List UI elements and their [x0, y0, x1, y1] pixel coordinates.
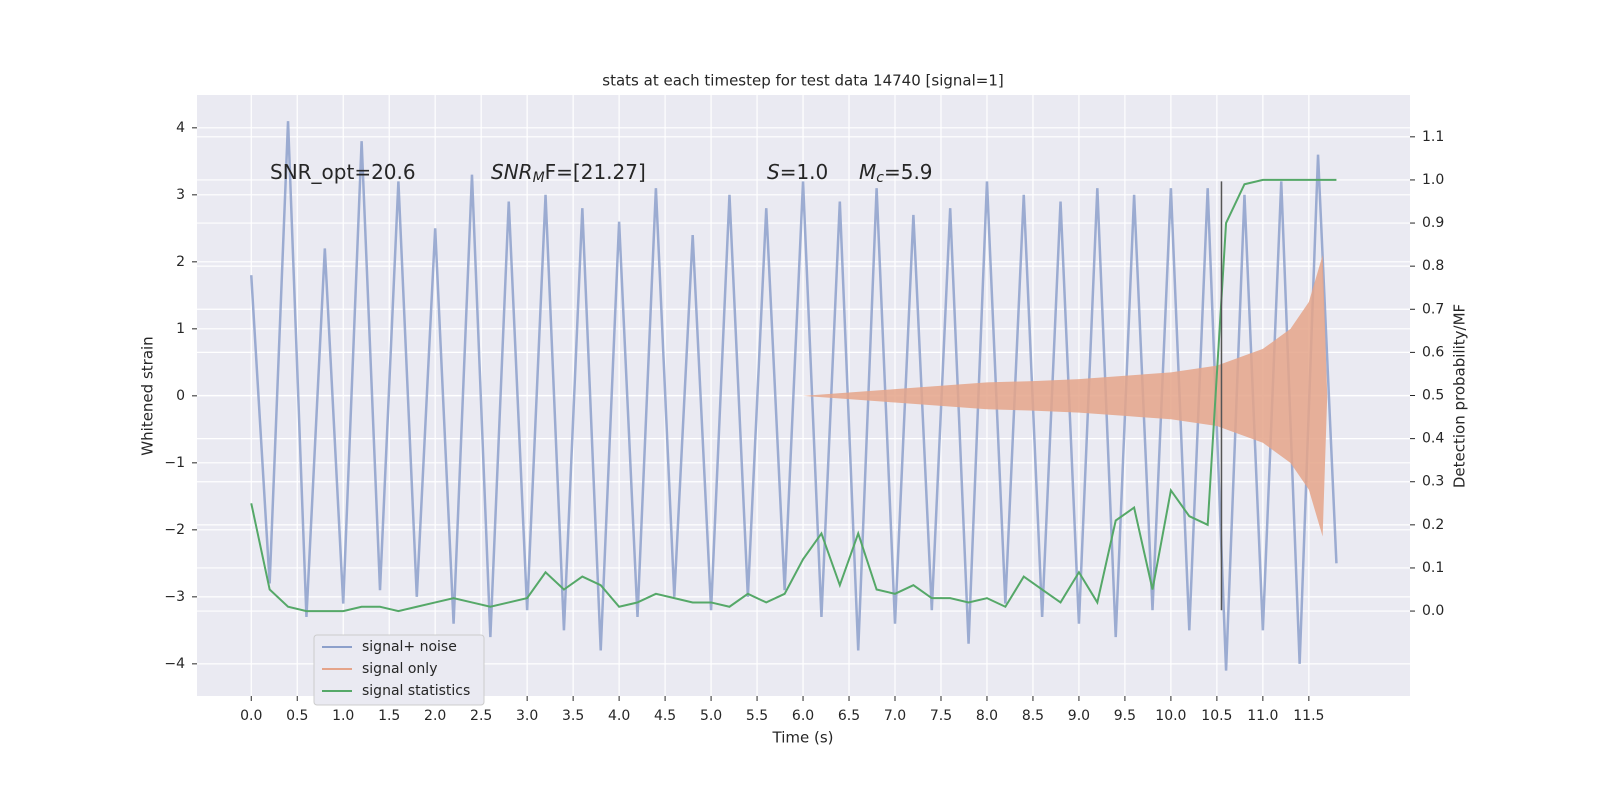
y-tick-label: −1 [164, 455, 185, 471]
y-axis-label: Whitened strain [139, 336, 157, 455]
annotation-text: =5.9 [884, 160, 933, 184]
legend-label: signal statistics [362, 683, 470, 699]
annotation: S=1.0 [767, 160, 828, 184]
annotation-text: SNR_opt=20.6 [270, 160, 416, 184]
y2-tick-label: 0.4 [1422, 431, 1444, 447]
y-tick-label: −2 [164, 522, 185, 538]
x-tick-label: 5.0 [700, 708, 722, 724]
annotation: SNRMF=[21.27] [491, 160, 646, 187]
x-tick-label: 11.0 [1247, 708, 1278, 724]
y2-tick-label: 0.0 [1422, 603, 1444, 619]
chart-title: stats at each timestep for test data 147… [602, 72, 1003, 90]
y2-tick-label: 0.5 [1422, 388, 1444, 404]
y2-tick-label: 1.0 [1422, 172, 1444, 188]
y2-tick-label: 0.2 [1422, 517, 1444, 533]
x-tick-label: 1.0 [332, 708, 354, 724]
x-tick-label: 10.0 [1155, 708, 1186, 724]
x-tick-label: 8.5 [1022, 708, 1044, 724]
x-axis-label: Time (s) [772, 729, 834, 747]
x-tick-label: 7.0 [884, 708, 906, 724]
legend-label: signal only [362, 661, 437, 677]
series-line [250, 121, 1338, 671]
annotation: Mc=5.9 [859, 160, 933, 187]
x-tick-label: 0.5 [286, 708, 308, 724]
y2-tick-label: 0.3 [1422, 474, 1444, 490]
x-tick-label: 2.5 [470, 708, 492, 724]
x-tick-label: 0.0 [240, 708, 262, 724]
annotation: SNR_opt=20.6 [270, 160, 416, 184]
x-tick-label: 10.5 [1201, 708, 1232, 724]
annotation-italic: S [767, 160, 780, 184]
series-area [803, 255, 1328, 537]
legend-box [313, 634, 485, 706]
x-tick-label: 4.0 [608, 708, 630, 724]
annotation-subscript: M [533, 170, 545, 186]
x-tick-label: 6.5 [838, 708, 860, 724]
y2-tick-label: 0.1 [1422, 560, 1444, 576]
y2-tick-label: 1.1 [1422, 129, 1444, 145]
y2-axis-label: Detection probability/MF [1451, 304, 1469, 488]
annotation-text: =1.0 [780, 160, 829, 184]
legend-label: signal+ noise [362, 639, 457, 655]
y-tick-label: 3 [176, 187, 185, 203]
y2-tick-label: 0.8 [1422, 258, 1444, 274]
y-tick-label: 1 [176, 321, 185, 337]
x-tick-label: 11.5 [1293, 708, 1324, 724]
x-tick-label: 5.5 [746, 708, 768, 724]
y-tick-label: −3 [164, 589, 185, 605]
x-tick-label: 8.0 [976, 708, 998, 724]
y2-tick-label: 0.9 [1422, 215, 1444, 231]
y2-tick-label: 0.6 [1422, 344, 1444, 360]
x-tick-label: 7.5 [930, 708, 952, 724]
x-tick-label: 6.0 [792, 708, 814, 724]
x-tick-label: 9.5 [1114, 708, 1136, 724]
y-tick-label: 4 [176, 120, 185, 136]
x-tick-label: 3.5 [562, 708, 584, 724]
annotation-italic: SNR [491, 160, 533, 184]
x-tick-label: 9.0 [1068, 708, 1090, 724]
y-tick-label: 0 [176, 388, 185, 404]
x-tick-label: 2.0 [424, 708, 446, 724]
annotation-subscript: c [876, 170, 884, 186]
y2-tick-label: 0.7 [1422, 301, 1444, 317]
y-tick-label: 2 [176, 254, 185, 270]
y-tick-label: −4 [164, 656, 185, 672]
x-tick-label: 1.5 [378, 708, 400, 724]
series-line [250, 178, 1337, 613]
annotation-text: F=[21.27] [545, 160, 646, 184]
annotation-italic: M [859, 160, 876, 184]
x-tick-label: 4.5 [654, 708, 676, 724]
x-tick-label: 3.0 [516, 708, 538, 724]
